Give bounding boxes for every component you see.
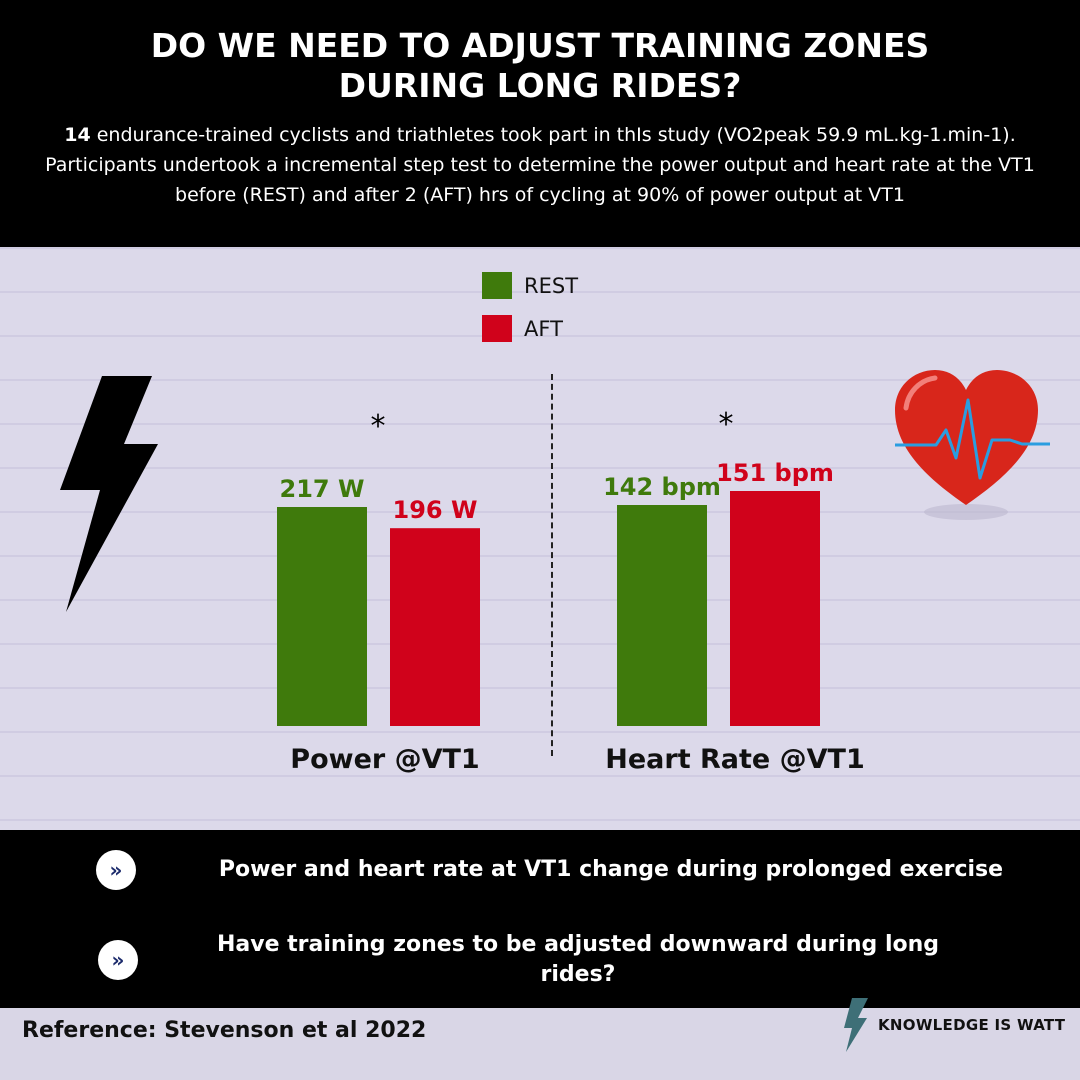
legend-label-rest: REST: [524, 273, 579, 298]
chart-divider: [551, 374, 553, 756]
participant-count: 14: [64, 124, 91, 146]
bar-heart-rate-rest: [617, 505, 707, 726]
brand-logo: KNOWLEDGE IS WATT: [840, 998, 1065, 1052]
chart-title-power: Power @VT1: [290, 744, 479, 775]
bar-power-rest: [277, 507, 367, 726]
page-title: DO WE NEED TO ADJUST TRAINING ZONES DURI…: [0, 26, 1080, 106]
double-chevron-right-icon: »: [96, 850, 136, 890]
title-line-1: DO WE NEED TO ADJUST TRAINING ZONES: [150, 26, 930, 65]
chart-area: [0, 247, 1080, 830]
data-label-heart-rate-rest: 142 bpm: [603, 473, 721, 501]
bar-charts: * * 217 W 196 W Power @VT1 142 bpm 151 b…: [60, 370, 1050, 775]
heart-pulse-icon: [895, 370, 1050, 520]
lightning-bolt-icon: [60, 376, 158, 612]
takeaways-panel: » Power and heart rate at VT1 change dur…: [0, 830, 1080, 1008]
takeaway-1-text: Power and heart rate at VT1 change durin…: [218, 857, 1004, 882]
description-text: endurance-trained cyclists and triathlet…: [45, 124, 1035, 206]
lightning-bolt-icon: [844, 998, 868, 1052]
title-line-2: DURING LONG RIDES?: [338, 66, 742, 105]
study-description: 14 endurance-trained cyclists and triath…: [40, 120, 1040, 210]
significance-marker-heart-rate: *: [719, 407, 734, 442]
chart-title-heart-rate: Heart Rate @VT1: [605, 744, 864, 775]
reference: Reference: Stevenson et al 2022: [22, 1018, 427, 1043]
significance-marker-power: *: [371, 409, 386, 444]
header: DO WE NEED TO ADJUST TRAINING ZONES DURI…: [0, 0, 1080, 247]
data-label-power-aft: 196 W: [393, 496, 478, 524]
legend-item-aft: AFT: [482, 315, 563, 342]
legend-swatch-rest: [482, 272, 512, 299]
bar-power-aft: [390, 528, 480, 726]
legend-label-aft: AFT: [524, 316, 563, 341]
takeaway-2: » Have training zones to be adjusted dow…: [98, 930, 978, 990]
double-chevron-right-icon: »: [98, 940, 138, 980]
legend-swatch-aft: [482, 315, 512, 342]
takeaway-2-text: Have training zones to be adjusted downw…: [216, 932, 940, 987]
legend-item-rest: REST: [482, 272, 578, 299]
bar-heart-rate-aft: [730, 491, 820, 726]
brand-name: KNOWLEDGE IS WATT: [878, 1016, 1066, 1034]
takeaway-1: » Power and heart rate at VT1 change dur…: [96, 850, 1046, 890]
data-label-power-rest: 217 W: [280, 475, 365, 503]
data-label-heart-rate-aft: 151 bpm: [716, 459, 834, 487]
